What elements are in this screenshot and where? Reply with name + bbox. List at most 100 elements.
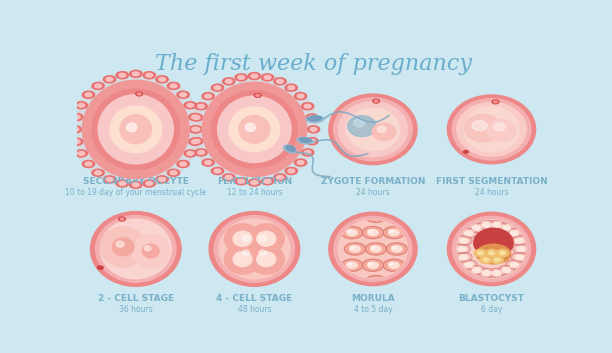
Circle shape — [493, 222, 501, 227]
Circle shape — [488, 220, 505, 229]
Circle shape — [468, 223, 485, 233]
Circle shape — [288, 86, 294, 90]
Text: MORULA: MORULA — [351, 294, 395, 303]
Circle shape — [304, 150, 311, 154]
Circle shape — [302, 103, 314, 110]
Circle shape — [371, 279, 376, 281]
Circle shape — [193, 139, 200, 143]
Circle shape — [515, 238, 523, 243]
Circle shape — [306, 138, 318, 145]
Circle shape — [304, 104, 311, 108]
Ellipse shape — [144, 246, 151, 251]
Ellipse shape — [245, 123, 255, 132]
Circle shape — [288, 169, 294, 173]
Circle shape — [130, 181, 142, 189]
Circle shape — [188, 113, 201, 120]
Ellipse shape — [233, 231, 252, 246]
Circle shape — [92, 169, 104, 176]
Circle shape — [468, 265, 485, 275]
Circle shape — [146, 73, 152, 77]
Circle shape — [465, 231, 473, 235]
Circle shape — [130, 70, 142, 77]
Ellipse shape — [472, 121, 487, 131]
Ellipse shape — [225, 224, 261, 254]
Circle shape — [238, 179, 245, 183]
Circle shape — [143, 180, 155, 187]
Circle shape — [72, 127, 79, 131]
Circle shape — [146, 181, 152, 185]
Text: 24 hours: 24 hours — [475, 188, 509, 197]
Text: SECONDARY OOCYTE: SECONDARY OOCYTE — [83, 177, 188, 186]
Ellipse shape — [256, 252, 275, 267]
Circle shape — [347, 229, 357, 236]
Ellipse shape — [132, 234, 170, 268]
Circle shape — [496, 250, 509, 257]
Ellipse shape — [452, 216, 531, 282]
Text: 6 day: 6 day — [481, 305, 502, 314]
Circle shape — [478, 251, 483, 255]
Circle shape — [92, 82, 104, 89]
Circle shape — [106, 77, 113, 81]
Circle shape — [472, 225, 481, 230]
Circle shape — [235, 74, 247, 81]
Circle shape — [365, 243, 387, 255]
Circle shape — [190, 114, 203, 121]
Circle shape — [480, 256, 492, 263]
Circle shape — [511, 252, 528, 262]
Ellipse shape — [229, 107, 280, 152]
Circle shape — [205, 94, 212, 98]
Ellipse shape — [239, 115, 270, 143]
Ellipse shape — [120, 115, 152, 144]
Circle shape — [156, 176, 168, 183]
Ellipse shape — [110, 106, 162, 152]
Circle shape — [489, 251, 494, 255]
Circle shape — [515, 255, 523, 260]
Circle shape — [256, 94, 259, 96]
Circle shape — [392, 246, 397, 249]
Circle shape — [184, 150, 196, 157]
Ellipse shape — [493, 123, 506, 131]
Circle shape — [78, 151, 84, 155]
Circle shape — [75, 102, 88, 109]
Ellipse shape — [256, 231, 275, 246]
Circle shape — [370, 246, 381, 252]
Circle shape — [374, 100, 378, 102]
Circle shape — [116, 180, 129, 187]
Circle shape — [498, 223, 515, 233]
Circle shape — [137, 93, 141, 95]
Ellipse shape — [377, 126, 386, 132]
Ellipse shape — [308, 116, 321, 121]
Text: ZYGOTE FORMATION: ZYGOTE FORMATION — [321, 177, 425, 186]
Text: 4 to 5 day: 4 to 5 day — [354, 305, 392, 314]
Circle shape — [190, 126, 203, 133]
Circle shape — [362, 259, 384, 271]
Ellipse shape — [248, 224, 285, 254]
Circle shape — [383, 259, 405, 271]
Circle shape — [190, 138, 203, 145]
Circle shape — [345, 243, 365, 255]
Ellipse shape — [346, 108, 400, 150]
Circle shape — [120, 218, 124, 220]
Ellipse shape — [100, 219, 171, 279]
Circle shape — [294, 159, 307, 166]
Ellipse shape — [202, 82, 307, 176]
Circle shape — [482, 222, 491, 227]
Circle shape — [116, 72, 129, 79]
Circle shape — [132, 72, 139, 76]
Circle shape — [483, 258, 489, 261]
Circle shape — [103, 76, 116, 83]
Circle shape — [261, 74, 274, 81]
Circle shape — [461, 260, 477, 269]
Circle shape — [472, 268, 481, 273]
Circle shape — [189, 126, 201, 133]
Circle shape — [350, 246, 355, 249]
Circle shape — [211, 167, 223, 174]
Ellipse shape — [259, 236, 266, 241]
Circle shape — [97, 266, 103, 269]
Ellipse shape — [212, 91, 297, 168]
Circle shape — [85, 93, 92, 97]
Circle shape — [365, 275, 387, 288]
Circle shape — [235, 178, 247, 185]
Circle shape — [70, 138, 83, 145]
Circle shape — [264, 179, 271, 183]
